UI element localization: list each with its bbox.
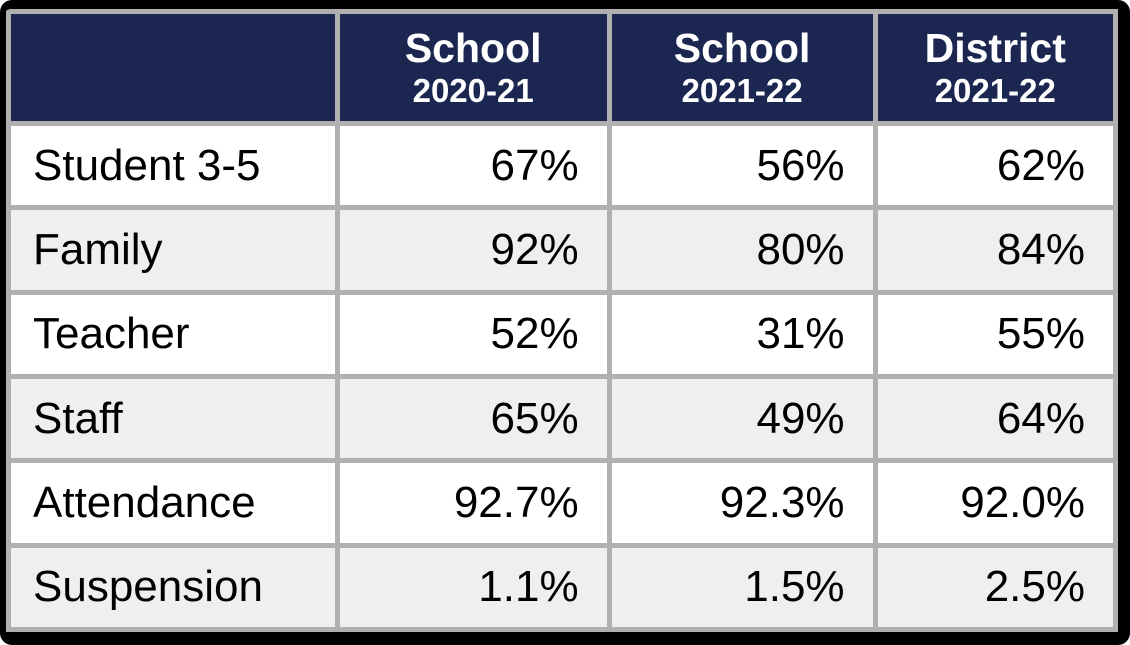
table-grid: School 2020-21 School 2021-22 District 2… [6,9,1118,632]
row-label-cell: Staff [11,379,335,459]
value-cell: 49% [611,379,873,459]
header-title: District [924,24,1066,71]
value-cell: 56% [611,126,873,206]
value-cell: 1.5% [611,547,873,627]
row-label-cell: Attendance [11,463,335,543]
value-cell: 84% [877,210,1113,290]
row-label-cell: Student 3-5 [11,126,335,206]
value-cell: 1.1% [339,547,607,627]
header-subtitle: 2021-22 [934,71,1056,109]
row-label-cell: Suspension [11,547,335,627]
value-cell: 92.7% [339,463,607,543]
value-cell: 80% [611,210,873,290]
value-cell: 55% [877,294,1113,375]
value-cell: 65% [339,379,607,459]
value-cell: 92.0% [877,463,1113,543]
header-subtitle: 2021-22 [681,71,803,109]
header-title: School [404,24,542,71]
value-cell: 31% [611,294,873,375]
value-cell: 62% [877,126,1113,206]
value-cell: 92.3% [611,463,873,543]
header-cell-blank [11,14,335,122]
value-cell: 52% [339,294,607,375]
value-cell: 92% [339,210,607,290]
row-label-cell: Family [11,210,335,290]
header-subtitle: 2020-21 [412,71,534,109]
header-cell-school-2020-21: School 2020-21 [339,14,607,122]
value-cell: 64% [877,379,1113,459]
header-cell-district-2021-22: District 2021-22 [877,14,1113,122]
row-label-cell: Teacher [11,294,335,375]
header-cell-school-2021-22: School 2021-22 [611,14,873,122]
value-cell: 67% [339,126,607,206]
value-cell: 2.5% [877,547,1113,627]
header-title: School [673,24,811,71]
